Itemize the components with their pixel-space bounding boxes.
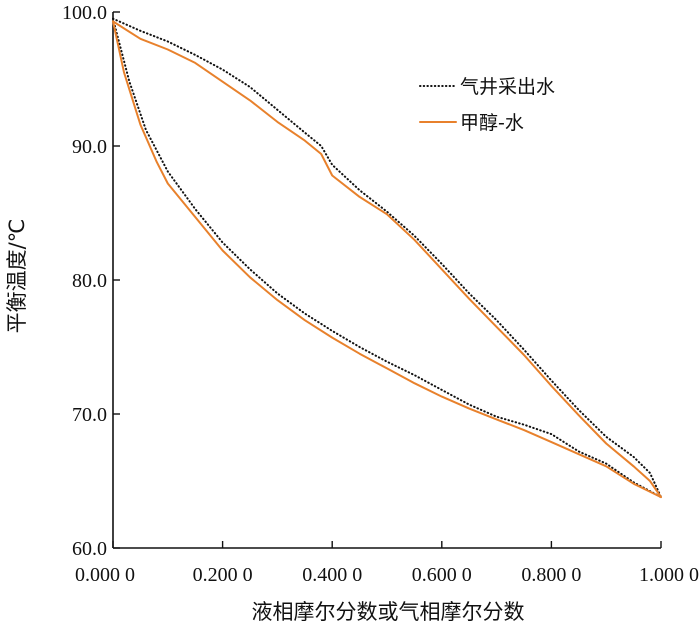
legend-label: 甲醇-水 <box>460 112 524 134</box>
axes: 60.0 70.0 80.0 90.0 100.0 0.000 0 0.200 0 0.400… <box>62 2 699 586</box>
y-axis-label: 平衡温度/℃ <box>5 219 29 334</box>
series-line-gas-well-water-liquid <box>112 17 662 499</box>
y-tick-label: 60.0 <box>72 538 107 560</box>
y-tick-label: 70.0 <box>72 404 107 426</box>
series-line-methanol-water-liquid <box>112 20 662 499</box>
legend-label: 气井采出水 <box>460 76 555 98</box>
x-tick-label: 0.400 0 <box>302 564 362 586</box>
y-tick-label: 100.0 <box>62 2 107 24</box>
y-tick-label: 80.0 <box>72 270 107 292</box>
y-tick-label: 90.0 <box>72 136 107 158</box>
series-line-gas-well-water-vapor <box>112 17 662 499</box>
x-tick-label: 0.200 0 <box>193 564 253 586</box>
x-tick-label: 0.600 0 <box>412 564 472 586</box>
x-tick-label: 1.000 0 <box>639 564 699 586</box>
x-tick-label: 0.800 0 <box>521 564 581 586</box>
series-line-methanol-water-vapor <box>112 20 662 499</box>
x-tick-label: 0.000 0 <box>75 564 135 586</box>
x-axis-label: 液相摩尔分数或气相摩尔分数 <box>252 600 525 624</box>
plot-area <box>112 17 662 499</box>
